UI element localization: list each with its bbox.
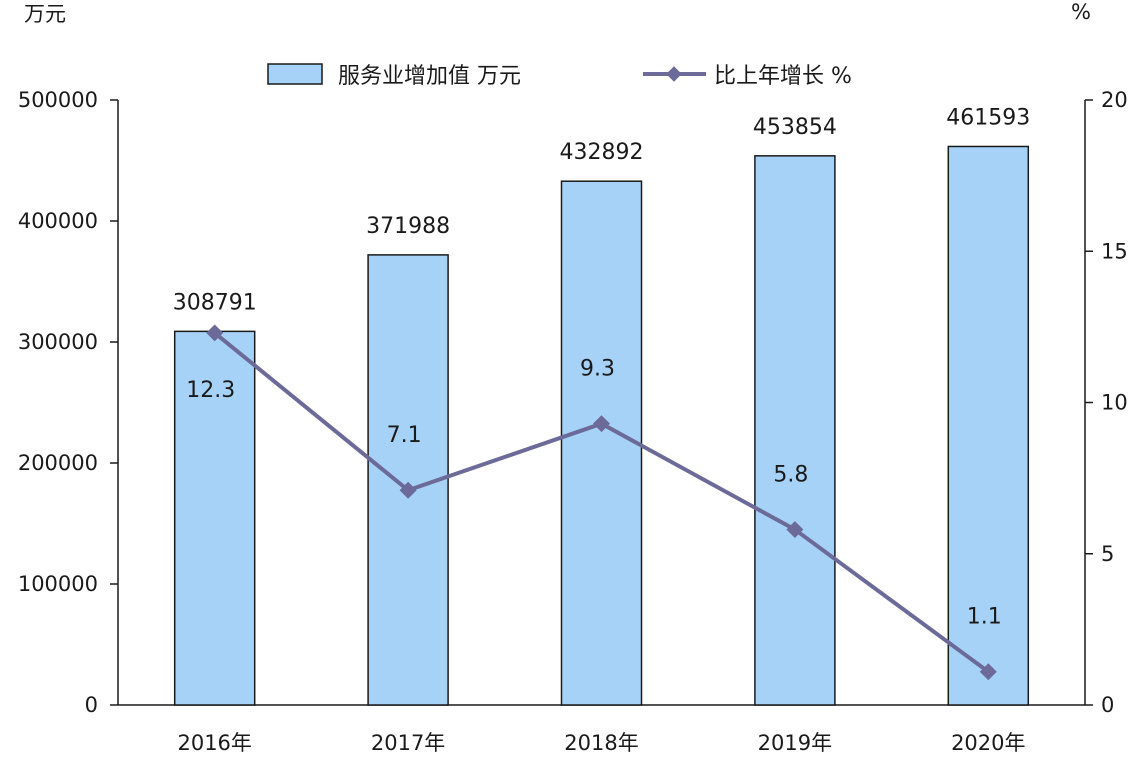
- line-value-label: 9.3: [580, 357, 615, 382]
- left-tick-label: 300000: [18, 330, 98, 354]
- x-tick-label: 2017年: [371, 731, 445, 755]
- bar-value-label: 453854: [753, 115, 837, 140]
- legend-bar-label: 服务业增加值 万元: [338, 64, 521, 89]
- right-tick-label: 5: [1101, 542, 1114, 566]
- bar: [173, 330, 256, 706]
- x-axis-labels: 2016年 2017年 2018年 2019年 2020年: [177, 731, 1025, 755]
- left-tick-label: 200000: [18, 451, 98, 475]
- left-tick-label: 400000: [18, 209, 98, 233]
- line-series: [206, 324, 997, 681]
- left-tick-label: 500000: [18, 88, 98, 112]
- x-tick-label: 2020年: [951, 731, 1025, 755]
- right-axis-unit: %: [1071, 0, 1091, 24]
- left-tick-label: 100000: [18, 572, 98, 596]
- line-marker: [206, 324, 224, 342]
- right-tick-label: 0: [1101, 693, 1114, 717]
- line-marker: [786, 521, 804, 539]
- legend-bar-swatch: [267, 63, 323, 85]
- legend: 服务业增加值 万元 比上年增长 %: [267, 63, 852, 89]
- bar: [947, 145, 1030, 706]
- line-data-labels: 12.3 7.1 9.3 5.8 1.1: [186, 357, 1002, 630]
- line-marker: [593, 415, 610, 433]
- legend-line-marker: [666, 66, 682, 82]
- bar-value-label: 461593: [946, 105, 1030, 130]
- x-tick-label: 2019年: [758, 731, 832, 755]
- right-tick-label: 10: [1101, 391, 1128, 415]
- bar: [754, 155, 836, 706]
- bar: [560, 180, 643, 706]
- line-value-label: 7.1: [387, 423, 422, 448]
- right-axis-ticks: 0 5 10 15 20: [1085, 88, 1128, 717]
- line-marker: [979, 663, 997, 681]
- line-value-label: 1.1: [967, 605, 1002, 630]
- bar-data-labels: 308791 371988 432892 453854 461593: [173, 105, 1031, 315]
- line-value-label: 5.8: [773, 463, 808, 488]
- bar-value-label: 371988: [366, 214, 450, 239]
- right-tick-label: 20: [1101, 88, 1128, 112]
- right-tick-label: 15: [1101, 239, 1128, 263]
- left-axis-unit: 万元: [24, 2, 66, 26]
- line-value-label: 12.3: [186, 378, 235, 403]
- bar-value-label: 432892: [560, 140, 644, 165]
- line-marker: [399, 481, 417, 499]
- x-tick-label: 2018年: [564, 731, 638, 755]
- x-tick-label: 2016年: [177, 731, 251, 755]
- left-tick-label: 0: [85, 693, 98, 717]
- left-axis-ticks: 0 100000 200000 300000 400000 500000: [18, 88, 118, 717]
- legend-line-label: 比上年增长 %: [714, 64, 852, 89]
- bar-value-label: 308791: [173, 290, 257, 315]
